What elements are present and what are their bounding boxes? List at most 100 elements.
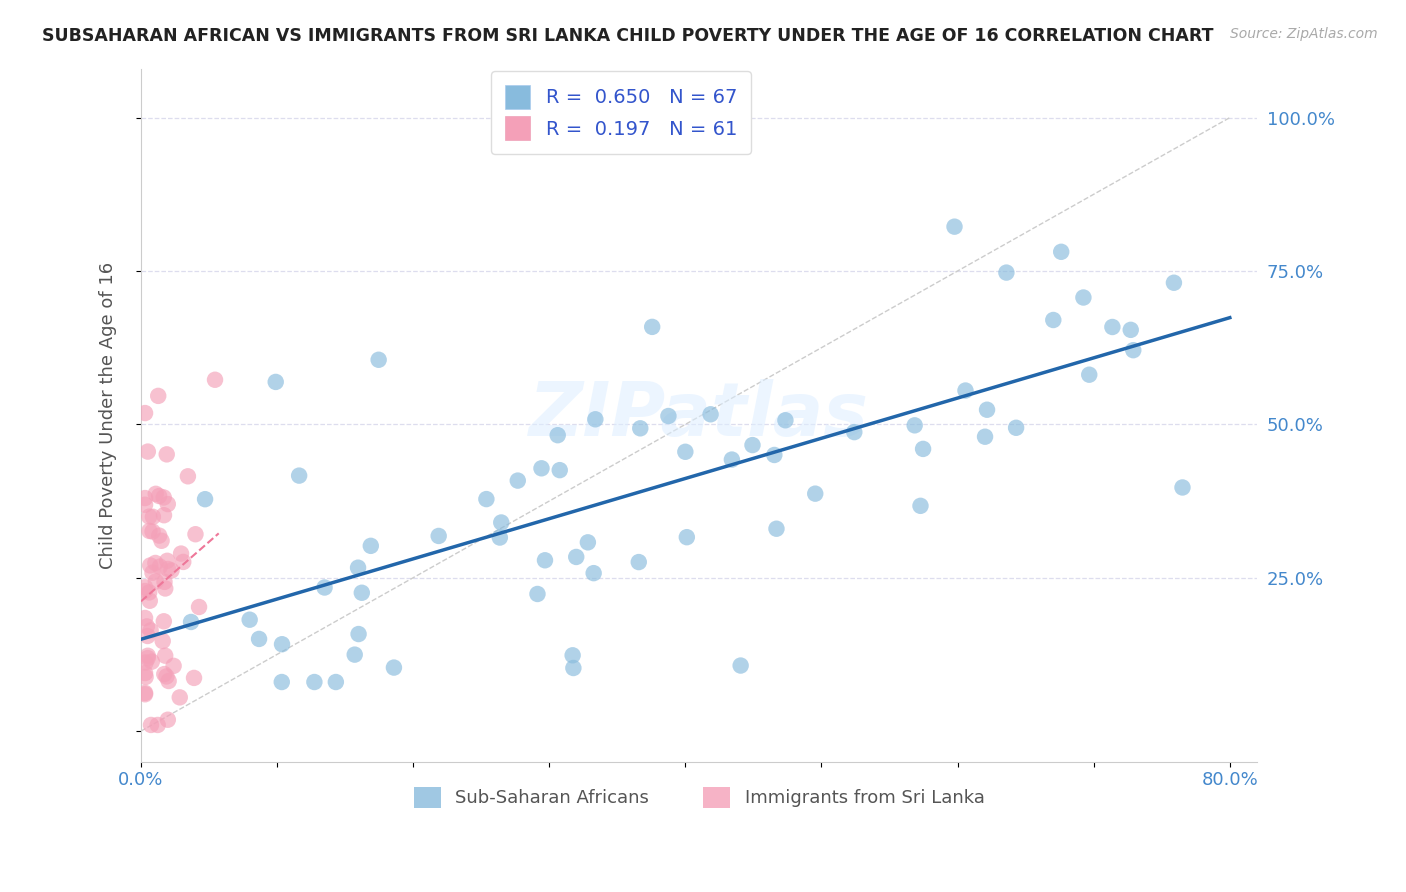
Point	[153, 574, 176, 589]
Point	[491, 516, 513, 530]
Point	[152, 634, 174, 648]
Point	[136, 444, 159, 458]
Point	[134, 498, 156, 512]
Point	[157, 673, 180, 688]
Point	[304, 675, 326, 690]
Point	[180, 615, 202, 629]
Point	[763, 448, 786, 462]
Point	[134, 611, 156, 625]
Point	[139, 718, 162, 732]
Text: SUBSAHARAN AFRICAN VS IMMIGRANTS FROM SRI LANKA CHILD POVERTY UNDER THE AGE OF 1: SUBSAHARAN AFRICAN VS IMMIGRANTS FROM SR…	[42, 27, 1213, 45]
Point	[627, 555, 650, 569]
Point	[139, 624, 162, 638]
Point	[347, 627, 370, 641]
Point	[142, 524, 165, 539]
Point	[675, 530, 697, 544]
Point	[156, 713, 179, 727]
Point	[314, 581, 336, 595]
Point	[475, 492, 498, 507]
Point	[955, 384, 977, 398]
Point	[1050, 244, 1073, 259]
Point	[350, 586, 373, 600]
Point	[148, 528, 170, 542]
Point	[134, 584, 156, 599]
Point	[530, 461, 553, 475]
Text: ZIPatlas: ZIPatlas	[529, 378, 869, 451]
Point	[162, 658, 184, 673]
Point	[156, 447, 179, 461]
Point	[699, 407, 721, 421]
Point	[641, 319, 664, 334]
Point	[145, 556, 167, 570]
Point	[184, 527, 207, 541]
Point	[765, 522, 787, 536]
Point	[360, 539, 382, 553]
Point	[844, 425, 866, 439]
Point	[134, 580, 156, 594]
Point	[169, 690, 191, 705]
Point	[150, 533, 173, 548]
Point	[1163, 276, 1185, 290]
Point	[628, 421, 651, 435]
Point	[194, 492, 217, 507]
Point	[156, 562, 179, 576]
Point	[1171, 480, 1194, 494]
Point	[141, 566, 163, 580]
Point	[146, 718, 169, 732]
Point	[148, 489, 170, 503]
Point	[912, 442, 935, 456]
Point	[134, 687, 156, 701]
Point	[134, 406, 156, 420]
Point	[526, 587, 548, 601]
Point	[547, 428, 569, 442]
Point	[153, 648, 176, 663]
Point	[271, 637, 294, 651]
Point	[562, 661, 585, 675]
Legend: Sub-Saharan Africans, Immigrants from Sri Lanka: Sub-Saharan Africans, Immigrants from Sr…	[406, 780, 991, 815]
Point	[152, 491, 174, 505]
Point	[170, 547, 193, 561]
Point	[427, 529, 450, 543]
Point	[156, 497, 179, 511]
Point	[904, 418, 927, 433]
Point	[347, 560, 370, 574]
Point	[247, 632, 270, 646]
Point	[382, 660, 405, 674]
Point	[1078, 368, 1101, 382]
Point	[565, 549, 588, 564]
Y-axis label: Child Poverty Under the Age of 16: Child Poverty Under the Age of 16	[100, 261, 117, 569]
Point	[136, 648, 159, 663]
Point	[1073, 291, 1095, 305]
Point	[149, 559, 172, 574]
Point	[673, 444, 696, 458]
Point	[576, 535, 599, 549]
Point	[136, 629, 159, 643]
Point	[141, 655, 163, 669]
Point	[135, 656, 157, 670]
Point	[1005, 421, 1028, 435]
Point	[135, 670, 157, 684]
Point	[139, 594, 162, 608]
Point	[155, 582, 177, 596]
Point	[138, 585, 160, 599]
Point	[156, 554, 179, 568]
Point	[134, 666, 156, 681]
Point	[1042, 313, 1064, 327]
Point	[974, 430, 997, 444]
Point	[506, 474, 529, 488]
Point	[910, 499, 932, 513]
Point	[142, 509, 165, 524]
Point	[139, 558, 162, 573]
Point	[367, 352, 389, 367]
Point	[136, 651, 159, 665]
Point	[188, 599, 211, 614]
Point	[976, 402, 998, 417]
Point	[145, 487, 167, 501]
Point	[288, 468, 311, 483]
Point	[1122, 343, 1144, 358]
Point	[730, 658, 752, 673]
Point	[138, 509, 160, 524]
Point	[741, 438, 763, 452]
Point	[561, 648, 583, 663]
Point	[804, 486, 827, 500]
